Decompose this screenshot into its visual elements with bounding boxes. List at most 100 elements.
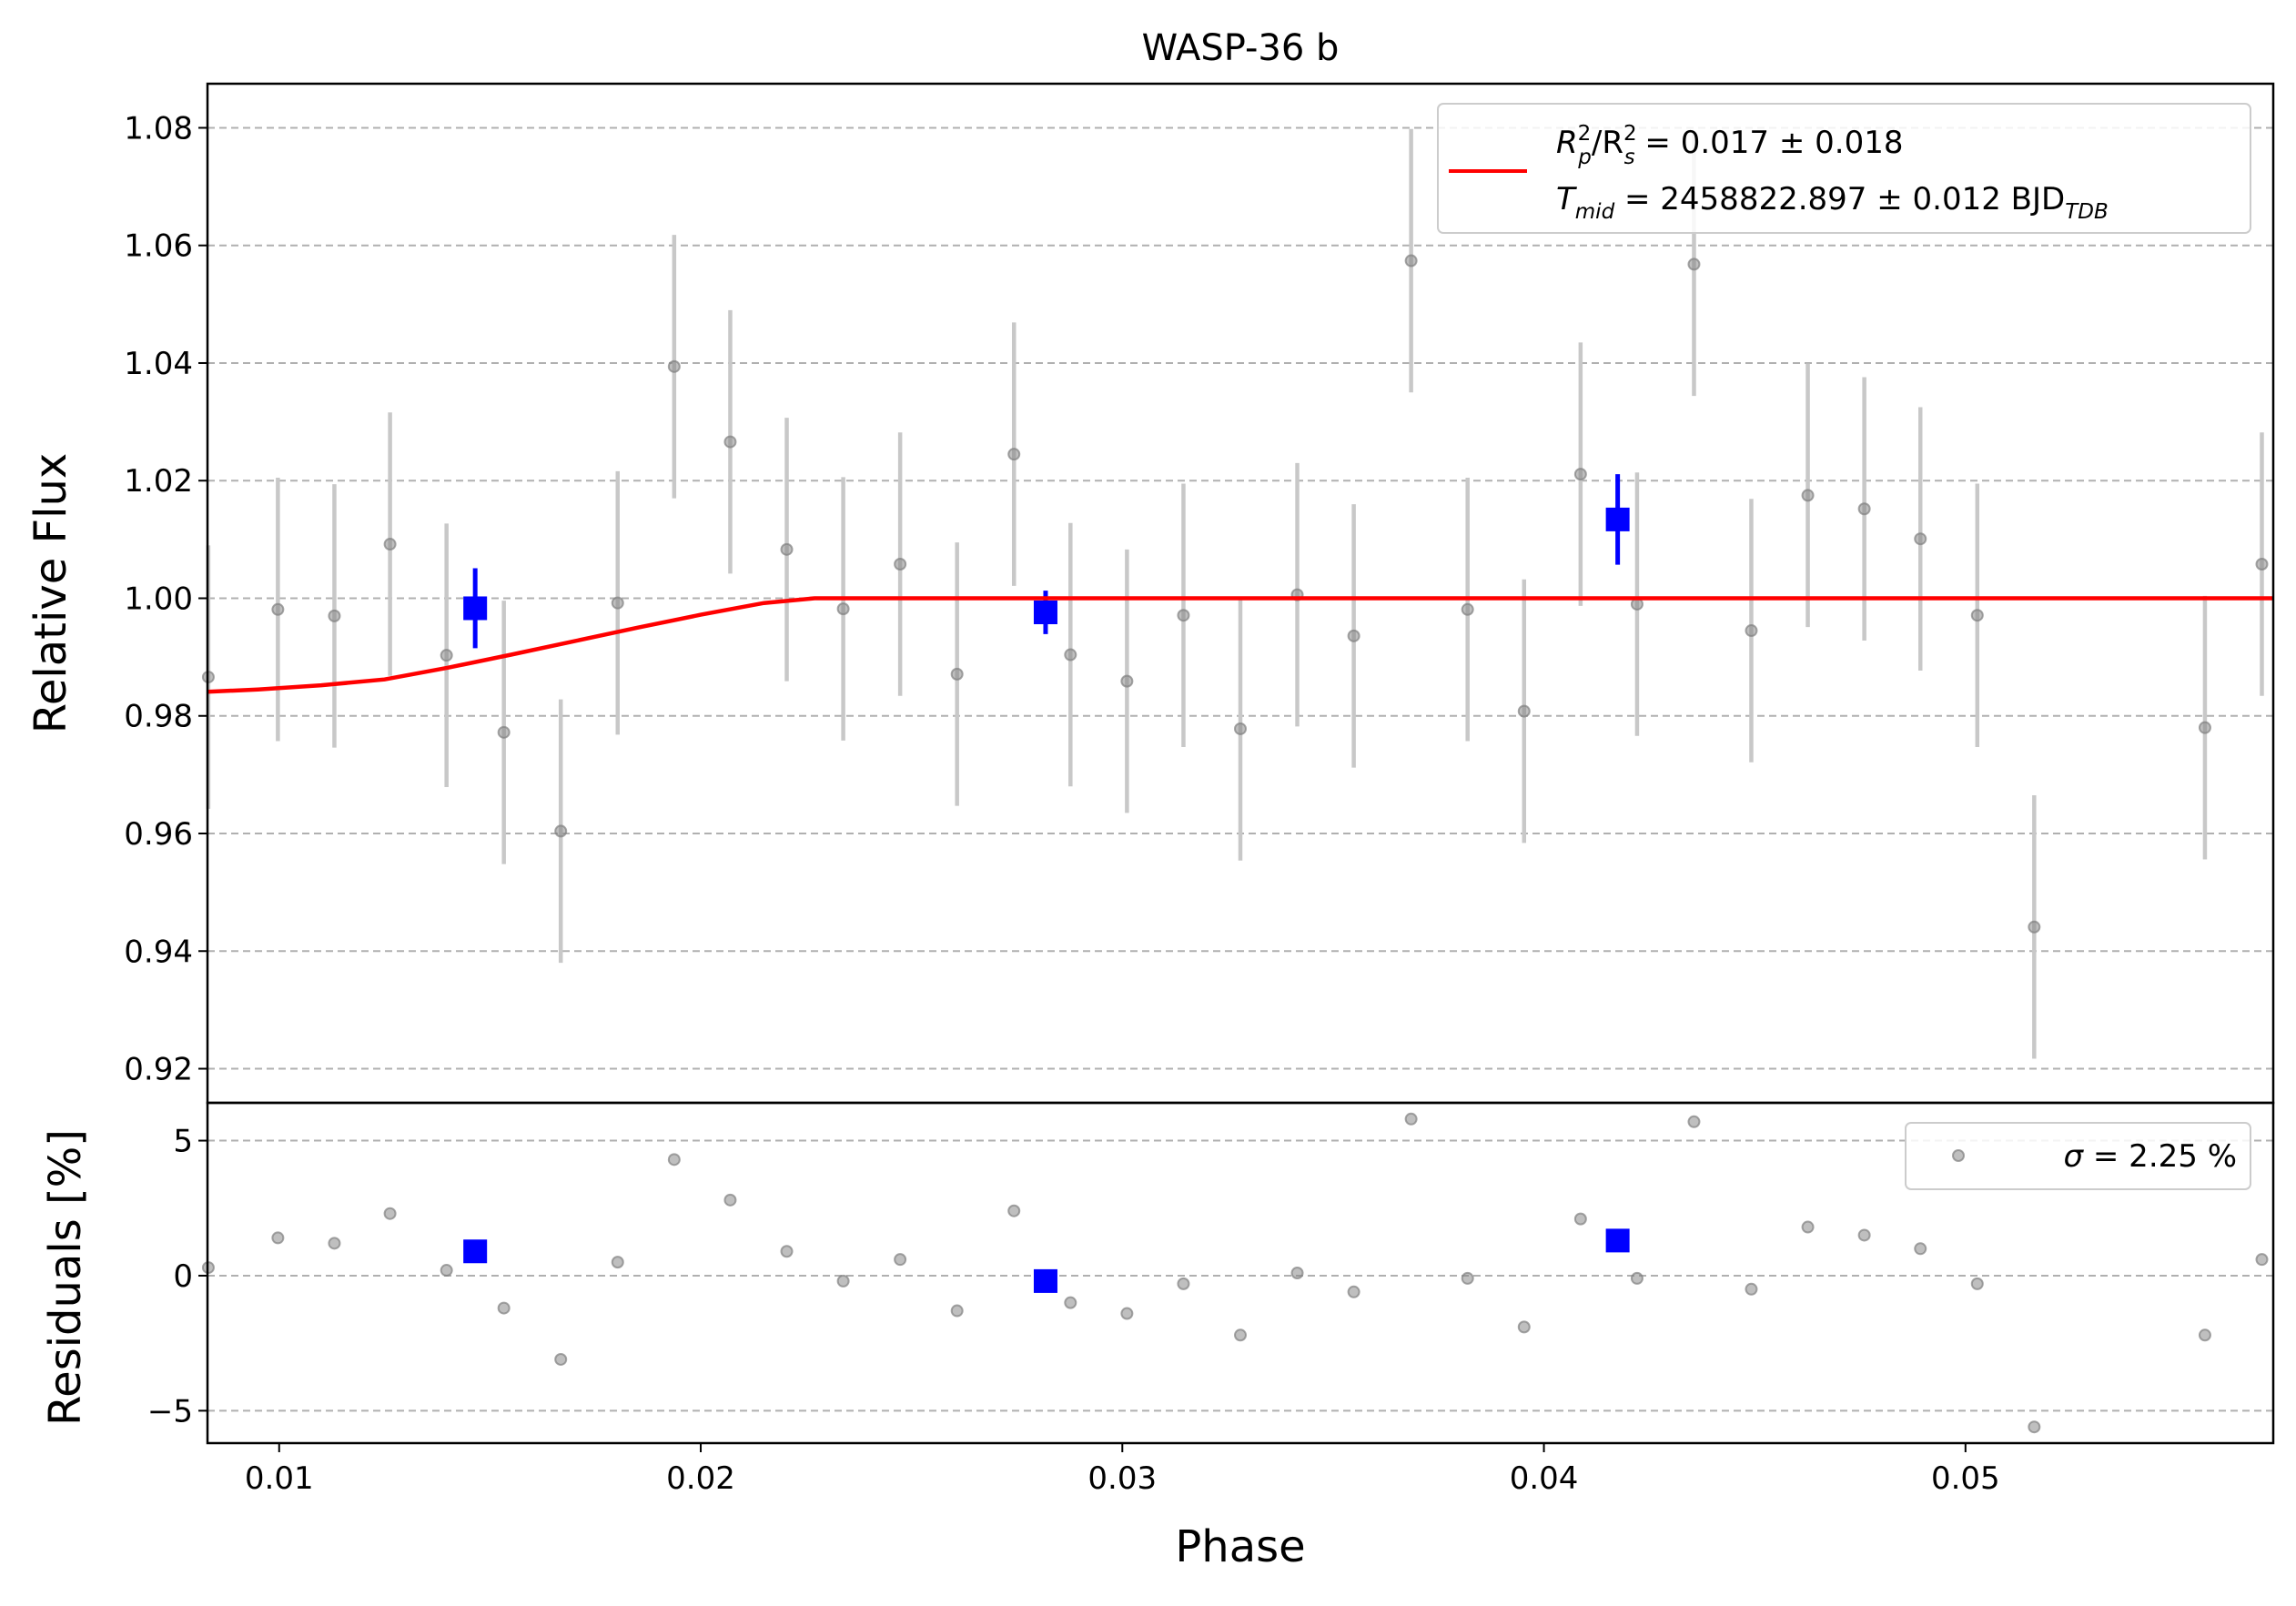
top-y-axis-title: Relative Flux <box>25 453 76 734</box>
data-point <box>1745 1282 1758 1296</box>
data-point <box>1461 1271 1474 1285</box>
bottom-data-layer <box>201 1112 2269 1434</box>
data-point <box>497 1301 511 1315</box>
data-point <box>611 596 624 610</box>
data-point <box>1347 629 1360 642</box>
data-point <box>1630 597 1644 611</box>
data-point <box>271 602 285 616</box>
data-point <box>894 1253 907 1267</box>
data-point <box>1064 1296 1077 1309</box>
plot-title: WASP-36 b <box>1142 27 1340 69</box>
data-point <box>1120 674 1134 688</box>
y-tick-label: 0.98 <box>124 699 193 735</box>
data-point <box>780 1245 794 1258</box>
y-tick-label: 0 <box>173 1258 193 1295</box>
x-tick-label: 0.04 <box>1510 1460 1579 1497</box>
top-y-ticks: 0.92 0.94 0.96 0.98 1.00 1.02 1.04 1.06 1.08 <box>124 110 207 1088</box>
bottom-plot-frame <box>206 1101 2275 1445</box>
bottom-y-ticks: −5 0 5 <box>147 1124 207 1429</box>
data-point <box>1404 254 1418 268</box>
bottom-legend: σ = 2.25 % <box>1905 1122 2251 1190</box>
data-point <box>554 824 568 838</box>
data-point <box>1404 1112 1418 1126</box>
y-tick-label: 1.04 <box>124 346 193 382</box>
x-axis-title: Phase <box>1175 1521 1305 1572</box>
data-point <box>611 1256 624 1269</box>
legend-tmid-label: Tmid = 2458822.897 ± 0.012 BJDTDB <box>1556 181 2109 224</box>
top-legend-box <box>1437 103 2251 234</box>
data-point <box>1517 704 1531 718</box>
data-point <box>1630 1271 1644 1285</box>
data-point <box>1573 1212 1587 1226</box>
data-point <box>1007 1204 1021 1217</box>
y-tick-label: 0.92 <box>124 1052 193 1088</box>
data-point <box>2198 1328 2211 1342</box>
y-tick-label: 5 <box>173 1124 193 1160</box>
data-point <box>1234 1328 1247 1342</box>
bottom-y-axis-title: Residuals [%] <box>40 1129 91 1426</box>
data-point <box>894 558 907 571</box>
data-point <box>1064 648 1077 662</box>
data-point <box>440 649 453 662</box>
binned-point <box>463 1239 488 1264</box>
data-point <box>1857 1228 1871 1242</box>
data-point <box>1970 609 1984 622</box>
data-point <box>328 1237 341 1250</box>
y-tick-label: 1.00 <box>124 581 193 617</box>
data-point <box>1801 1220 1815 1234</box>
data-point <box>1573 468 1587 481</box>
legend-sigma-label: σ = 2.25 % <box>2064 1138 2237 1175</box>
binned-point <box>1033 601 1057 625</box>
data-point <box>1347 1285 1360 1298</box>
data-point <box>836 1274 850 1288</box>
y-tick-label: 1.06 <box>124 228 193 265</box>
data-point <box>2028 1420 2041 1434</box>
bottom-legend-box <box>1905 1122 2251 1190</box>
data-point <box>1801 489 1815 502</box>
data-point <box>1970 1277 1984 1290</box>
data-point <box>780 542 794 556</box>
data-point <box>836 602 850 616</box>
data-point <box>383 1207 397 1220</box>
data-point <box>1914 532 1927 546</box>
bottom-x-ticks: 0.01 0.02 0.03 0.04 0.05 <box>245 1443 2000 1497</box>
data-point <box>667 359 681 373</box>
data-point <box>2255 1253 2269 1267</box>
data-point <box>1120 1307 1134 1320</box>
data-point <box>667 1153 681 1167</box>
transit-model-line <box>207 596 2273 694</box>
top-data-layer <box>201 128 2273 1059</box>
x-tick-label: 0.05 <box>1931 1460 2000 1497</box>
legend-ratio-label: R2 p/R2 s = 0.017 ± 0.018 <box>1556 122 1903 169</box>
data-point <box>383 538 397 551</box>
data-point <box>554 1352 568 1366</box>
y-tick-label: 1.08 <box>124 110 193 146</box>
data-point <box>1517 1320 1531 1334</box>
y-tick-label: 0.96 <box>124 816 193 853</box>
data-point <box>1687 1115 1701 1128</box>
top-legend: R2 p/R2 s = 0.017 ± 0.018 Tmid = 2458822.8… <box>1437 103 2251 234</box>
data-point <box>1914 1242 1927 1256</box>
y-tick-label: 0.94 <box>124 934 193 970</box>
data-point <box>1857 502 1871 516</box>
binned-point <box>1605 507 1630 531</box>
data-point <box>1745 624 1758 638</box>
x-tick-label: 0.03 <box>1087 1460 1157 1497</box>
data-point <box>1290 1267 1304 1279</box>
data-point <box>950 1304 964 1318</box>
binned-point <box>463 596 488 621</box>
data-point <box>1177 1277 1190 1290</box>
legend-residual-marker <box>1952 1149 1965 1162</box>
data-point <box>271 1231 285 1245</box>
data-point <box>1687 258 1701 271</box>
y-tick-label: −5 <box>147 1393 193 1429</box>
data-point <box>1234 722 1247 735</box>
data-point <box>950 667 964 681</box>
data-point <box>1461 602 1474 616</box>
x-tick-label: 0.01 <box>245 1460 314 1497</box>
data-point <box>1177 609 1190 622</box>
data-point <box>497 725 511 739</box>
